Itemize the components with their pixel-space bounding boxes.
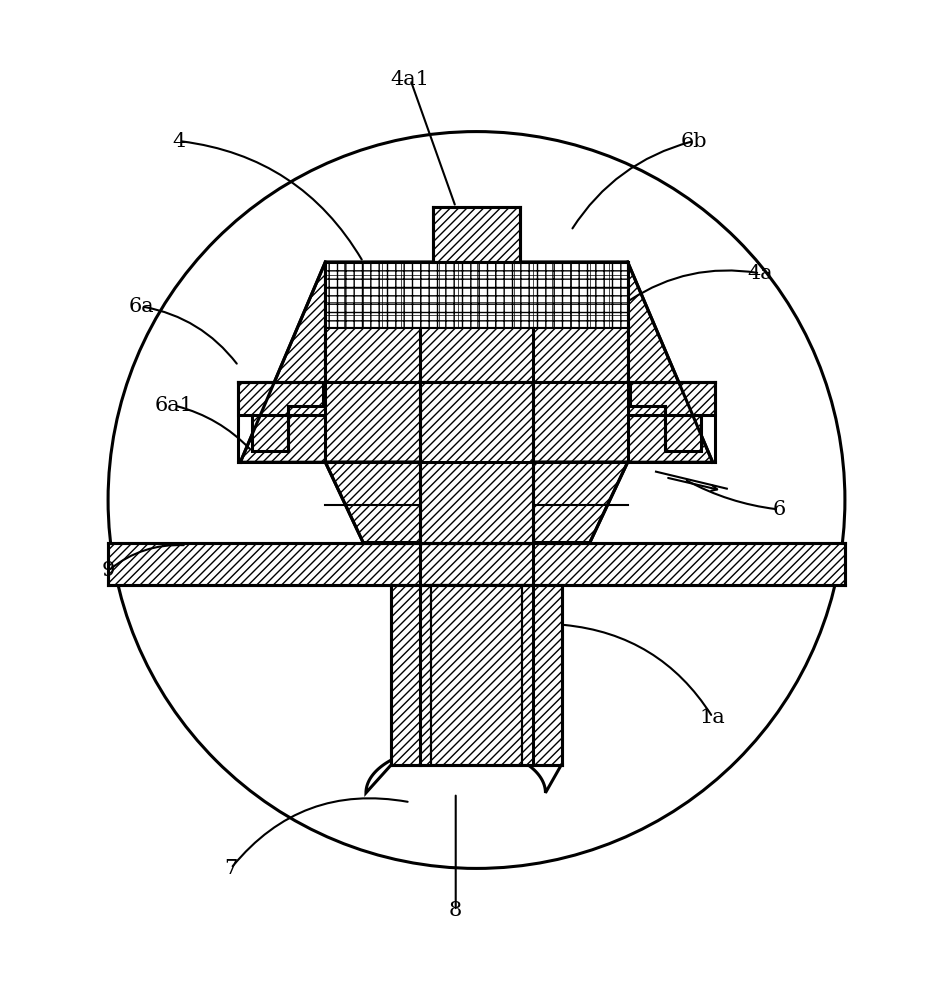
Polygon shape xyxy=(366,746,561,793)
Text: 6: 6 xyxy=(771,500,784,519)
Text: 6b: 6b xyxy=(680,132,706,151)
Text: 8: 8 xyxy=(448,901,462,920)
Text: 4: 4 xyxy=(172,132,186,151)
Text: 4a: 4a xyxy=(746,264,772,283)
Polygon shape xyxy=(420,382,532,543)
Text: 1a: 1a xyxy=(699,708,724,727)
Polygon shape xyxy=(240,262,712,462)
Polygon shape xyxy=(325,262,627,328)
Polygon shape xyxy=(108,543,844,585)
Text: 6a1: 6a1 xyxy=(154,396,193,415)
Text: 4a1: 4a1 xyxy=(390,70,429,89)
Text: 9: 9 xyxy=(101,561,114,580)
Text: 7: 7 xyxy=(224,859,237,878)
Polygon shape xyxy=(629,382,714,451)
Polygon shape xyxy=(325,328,627,382)
Polygon shape xyxy=(238,382,323,451)
Polygon shape xyxy=(432,207,520,262)
Polygon shape xyxy=(430,585,522,765)
Polygon shape xyxy=(391,585,561,765)
Polygon shape xyxy=(325,462,627,543)
Text: 6a: 6a xyxy=(129,297,154,316)
